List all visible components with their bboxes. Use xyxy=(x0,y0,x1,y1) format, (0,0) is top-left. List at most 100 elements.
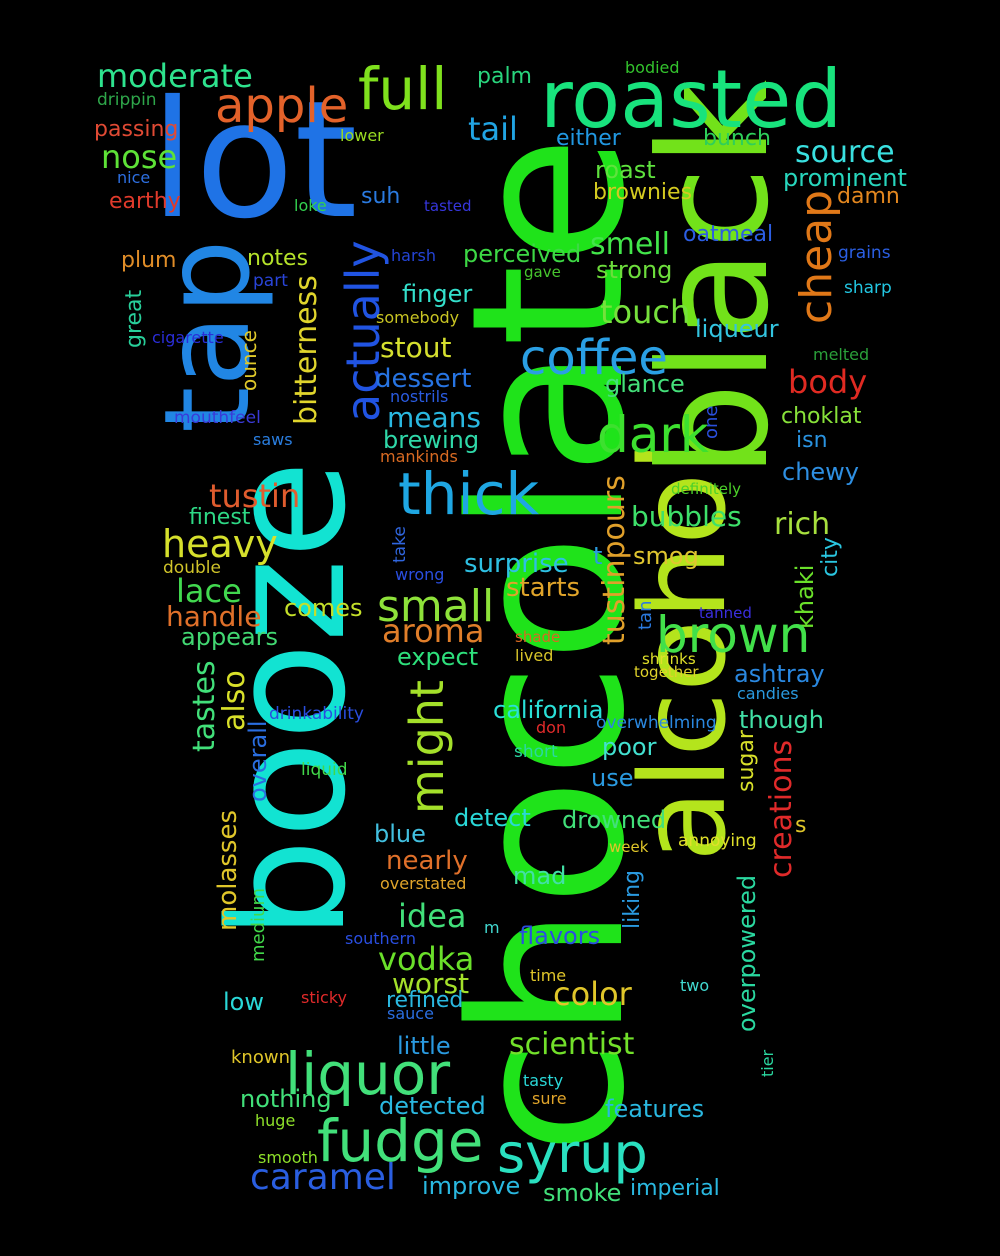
word-ounce: ounce xyxy=(237,330,261,391)
word-dessert: dessert xyxy=(375,364,472,394)
word-choklat: choklat xyxy=(781,404,862,429)
word-overwhelming: overwhelming xyxy=(596,713,717,733)
word-syrup: syrup xyxy=(497,1122,648,1185)
word-roast: roast xyxy=(595,156,656,184)
word-sugar: sugar xyxy=(734,730,759,792)
word-nice: nice xyxy=(117,168,151,187)
word-harsh: harsh xyxy=(391,246,436,265)
word-creations: creations xyxy=(764,739,799,878)
word-stout: stout xyxy=(380,331,452,364)
word-tasted: tasted xyxy=(424,197,472,215)
word-use: use xyxy=(591,764,634,792)
word-palm: palm xyxy=(477,64,532,89)
word-southern: southern xyxy=(345,929,416,948)
word-cheap: cheap xyxy=(791,189,842,324)
word-improve: improve xyxy=(422,1172,521,1200)
word-prominent: prominent xyxy=(783,164,907,192)
word-don: don xyxy=(536,718,567,737)
word-appears: appears xyxy=(181,623,279,651)
word-mad: mad xyxy=(513,862,567,890)
word-ashtray: ashtray xyxy=(734,660,825,688)
word-handle: handle xyxy=(166,600,262,633)
word-idea: idea xyxy=(398,897,467,935)
word-perceived: perceived xyxy=(463,240,582,268)
word-saws: saws xyxy=(253,430,293,449)
word-wrong: wrong xyxy=(395,565,445,584)
word-plum: plum xyxy=(121,248,177,273)
word-finger: finger xyxy=(402,280,473,308)
word-source: source xyxy=(795,135,895,170)
word-nearly: nearly xyxy=(386,846,468,876)
word-touch: touch xyxy=(600,293,691,331)
word-tustinpours: tustinpours xyxy=(597,475,632,645)
word-huge: huge xyxy=(255,1111,296,1130)
word-sure: sure xyxy=(532,1089,567,1108)
word-detect: detect xyxy=(454,804,531,832)
word-scientist: scientist xyxy=(509,1027,635,1062)
word-bodied: bodied xyxy=(625,58,680,77)
word-isn: isn xyxy=(796,428,828,453)
word-worst: worst xyxy=(392,967,470,1000)
word-double: double xyxy=(163,558,221,578)
word-sticky: sticky xyxy=(301,988,348,1007)
word-sharp: sharp xyxy=(844,278,892,298)
word-thick: thick xyxy=(398,460,540,528)
word-california: california xyxy=(493,696,604,724)
word-city: city xyxy=(818,537,843,577)
word-bunch: bunch xyxy=(703,126,771,151)
word-brown: brown xyxy=(656,606,811,664)
word-means: means xyxy=(387,401,481,434)
word-definitely: definitely xyxy=(671,480,742,498)
word-earthy: earthy xyxy=(109,189,181,214)
word-blue: blue xyxy=(374,820,426,848)
word-flavors: flavors xyxy=(519,922,601,950)
word-drippin: drippin xyxy=(97,90,157,110)
word-roasted: roasted xyxy=(540,53,843,146)
word-known: known xyxy=(231,1047,290,1068)
word-small: small xyxy=(377,581,495,632)
word-little: little xyxy=(397,1032,451,1060)
word-drowned: drowned xyxy=(562,806,667,834)
word-brewing: brewing xyxy=(383,426,480,454)
word-grains: grains xyxy=(838,243,891,263)
word-imperial: imperial xyxy=(630,1176,720,1201)
word-strong: strong xyxy=(596,256,673,284)
word-nose: nose xyxy=(101,138,178,176)
word-time: time xyxy=(530,966,567,985)
word-fudge: fudge xyxy=(317,1107,484,1175)
word-take: take xyxy=(390,526,410,563)
word-week: week xyxy=(609,838,649,856)
word-somebody: somebody xyxy=(376,308,460,327)
word-gave: gave xyxy=(524,263,561,281)
word-nostrils: nostrils xyxy=(390,387,449,406)
word-liquid: liquid xyxy=(301,760,348,780)
word-tan: tan xyxy=(635,600,656,631)
word-bitterness: bitterness xyxy=(289,275,324,425)
word-drinkability: drinkability xyxy=(269,704,364,724)
word-cigarette: cigarette xyxy=(152,328,224,347)
word-suh: suh xyxy=(361,184,401,209)
word-together: together xyxy=(634,663,699,681)
word-melted: melted xyxy=(813,345,870,364)
word-tanned: tanned xyxy=(699,604,752,622)
word-chewy: chewy xyxy=(782,458,860,486)
word-refined: refined xyxy=(386,988,464,1013)
word-smooth: smooth xyxy=(258,1148,318,1167)
word-apple: apple xyxy=(215,78,349,134)
word-loke: loke xyxy=(294,196,327,215)
word-bubbles: bubbles xyxy=(631,500,742,533)
word-finest: finest xyxy=(189,505,251,530)
word-smell: smell xyxy=(590,227,670,262)
word-smoke: smoke xyxy=(543,1179,622,1207)
word-shrinks: shrinks xyxy=(642,650,696,668)
word-liking: liking xyxy=(620,870,645,929)
word-vodka: vodka xyxy=(378,940,475,978)
word-s: s xyxy=(795,813,807,838)
word-caramel: caramel xyxy=(250,1157,396,1198)
word-annoying: annoying xyxy=(678,831,757,851)
word-tustin: tustin xyxy=(209,477,301,515)
word-notes: notes xyxy=(247,246,309,271)
word-lace: lace xyxy=(176,572,242,610)
word-surprise: surprise xyxy=(464,549,569,579)
